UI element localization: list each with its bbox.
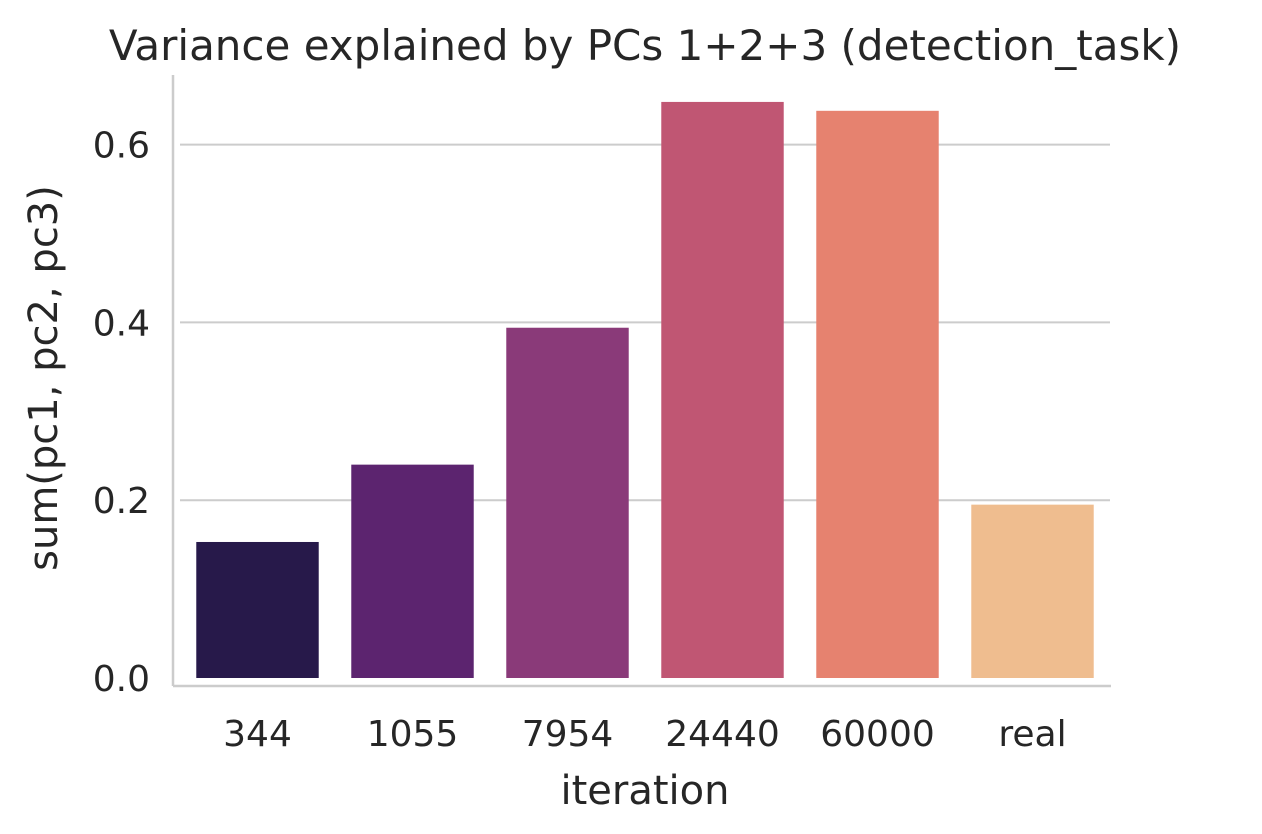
x-tick-label-344: 344 [223, 714, 292, 755]
bar-344 [196, 541, 319, 678]
x-tick-label-7954: 7954 [522, 714, 614, 755]
bar-1055 [351, 464, 474, 678]
gridlines [180, 143, 1110, 502]
x-tick-label-1055: 1055 [367, 714, 459, 755]
y-axis-label: sum(pc1, pc2, pc3) [21, 185, 67, 571]
bar-7954 [506, 327, 629, 678]
y-tick-label-2: 0.4 [93, 303, 150, 344]
x-tick-label-60000: 60000 [820, 714, 935, 755]
y-tick-label-0: 0.0 [93, 659, 150, 700]
bar-24440 [661, 101, 784, 679]
y-tick-labels: 0.0 0.2 0.4 0.6 [93, 126, 150, 700]
x-tick-labels: 344 1055 7954 24440 60000 real [223, 714, 1066, 755]
y-tick-label-3: 0.6 [93, 126, 150, 167]
y-tick-label-1: 0.2 [93, 481, 150, 522]
bar-real [971, 504, 1094, 678]
x-axis-label: iteration [561, 768, 730, 814]
x-tick-label-real: real [998, 714, 1066, 755]
bars [196, 101, 1094, 679]
chart-title: Variance explained by PCs 1+2+3 (detecti… [109, 21, 1181, 70]
bar-60000 [816, 110, 939, 679]
x-tick-label-24440: 24440 [665, 714, 780, 755]
